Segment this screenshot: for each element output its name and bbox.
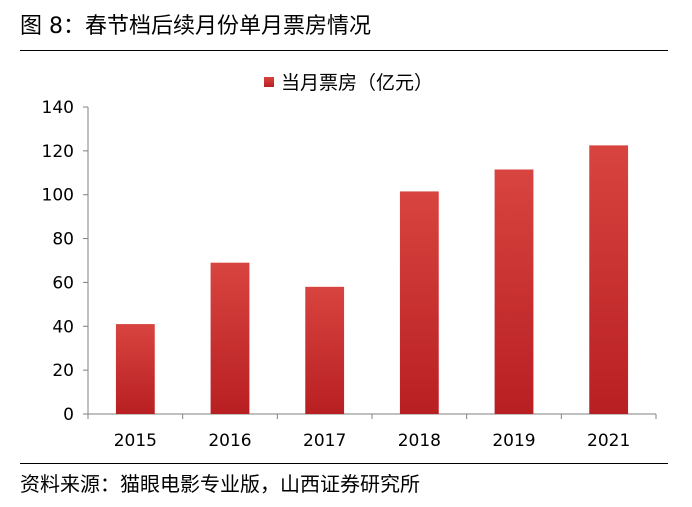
title-rule — [20, 50, 668, 51]
y-tick-label: 40 — [52, 317, 74, 337]
legend-label: 当月票房（亿元） — [281, 72, 433, 94]
bars — [115, 145, 629, 414]
y-tick-label: 80 — [52, 230, 74, 250]
bar-2018 — [399, 191, 439, 414]
bar-2019 — [494, 169, 534, 414]
x-tick-label: 2015 — [114, 431, 157, 451]
y-tick-label: 20 — [52, 361, 74, 381]
source-rule — [20, 463, 668, 464]
bar-2017 — [305, 286, 345, 414]
x-axis: 2015 2016 2017 2018 2019 2021 — [87, 413, 657, 451]
y-tick-label: 60 — [52, 273, 74, 293]
legend: 当月票房（亿元） — [264, 72, 433, 94]
y-tick-label: 0 — [63, 405, 74, 425]
bar-2016 — [210, 262, 250, 414]
bar-2015 — [115, 324, 155, 414]
y-tick-label: 140 — [42, 98, 74, 118]
source-note: 资料来源：猫眼电影专业版，山西证券研究所 — [20, 472, 420, 496]
x-tick-label: 2021 — [587, 431, 630, 451]
x-tick-label: 2018 — [398, 431, 441, 451]
x-tick-label: 2017 — [303, 431, 346, 451]
y-tick-label: 120 — [42, 142, 74, 162]
bar-2021 — [589, 145, 629, 414]
legend-swatch — [264, 77, 274, 87]
y-axis: 0 20 40 60 80 100 120 140 — [42, 98, 89, 425]
x-tick-label: 2019 — [492, 431, 535, 451]
y-tick-label: 100 — [42, 186, 74, 206]
figure-title: 图 8：春节档后续月份单月票房情况 — [20, 14, 371, 39]
x-tick-label: 2016 — [208, 431, 251, 451]
